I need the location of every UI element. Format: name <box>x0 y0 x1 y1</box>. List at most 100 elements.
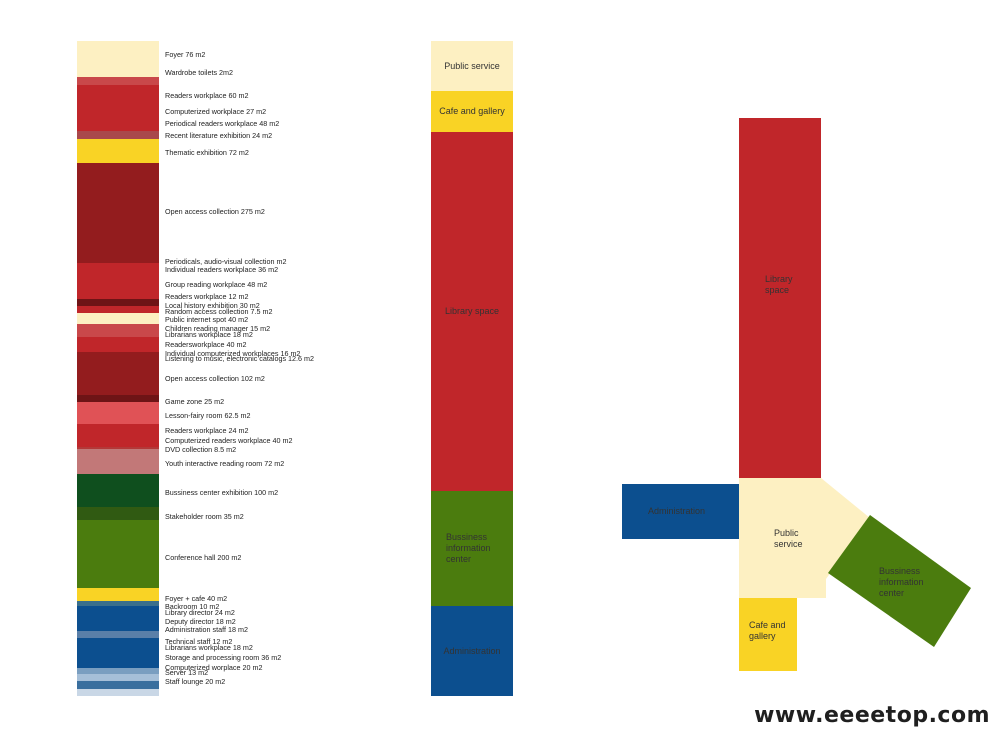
zone-administration: Administration <box>431 606 513 696</box>
stack-segment <box>77 337 159 347</box>
stack-segment <box>77 681 159 689</box>
stack-segment <box>77 674 159 681</box>
stack-segment <box>77 601 159 606</box>
stack-segment <box>77 588 159 601</box>
stack-segment-label: Individual computerized workplaces 16 m2 <box>165 349 301 358</box>
stack-segment <box>77 347 159 352</box>
stack-segment-label: Public internet spot 40 m2 <box>165 315 249 324</box>
zone-business-center: Bussiness information center <box>431 491 513 606</box>
stack-segment <box>77 449 159 474</box>
stack-segment <box>77 41 159 77</box>
stack-segment <box>77 139 159 163</box>
stack-segment-label: Youth interactive reading room 72 m2 <box>165 459 285 468</box>
stack-segment <box>77 263 159 299</box>
room-stack-column <box>77 41 159 696</box>
stack-segment-label: Local history exhibition 30 m2 <box>165 301 260 310</box>
stack-segment-label: Group reading workplace 48 m2 <box>165 280 268 289</box>
diagram-cafe-gallery-label: Cafe and gallery <box>749 620 786 641</box>
stack-segment-label: Readers workplace 60 m2 <box>165 91 249 100</box>
stack-segment <box>77 616 159 628</box>
stack-segment-label: Deputy director 18 m2 <box>165 617 236 626</box>
stack-segment-label: Staff lounge 20 m2 <box>165 677 226 686</box>
stack-segment-label: Lesson-fairy room 62.5 m2 <box>165 411 251 420</box>
diagram-public-service <box>739 478 870 598</box>
diagram-library-space <box>739 118 821 478</box>
room-stack-labels: Foyer 76 m2 Wardrobe toilets 2m2 Readers w… <box>165 41 365 696</box>
diagram-administration-label: Administration <box>648 506 706 516</box>
stack-segment <box>77 329 159 337</box>
diagram-public-service-label: Public service <box>774 528 803 549</box>
stack-segment <box>77 668 159 674</box>
stack-segment-label: Wardrobe toilets 2m2 <box>165 68 234 77</box>
stack-segment <box>77 313 159 324</box>
stack-segment-label: Readers workplace 12 m2 <box>165 292 249 301</box>
watermark: www.eeeetop.com <box>754 703 990 728</box>
stack-segment-label: Administration staff 18 m2 <box>165 625 248 634</box>
stack-segment-label: Computerized worplace 20 m2 <box>165 663 263 672</box>
zone-library-space-label: Library space <box>444 306 500 316</box>
stack-segment-label: DVD collection 8.5 m2 <box>165 445 237 454</box>
stack-segment <box>77 85 159 131</box>
stack-segment-label: Stakeholder room 35 m2 <box>165 512 244 521</box>
stack-segment <box>77 358 159 395</box>
stack-segment-label: Backroom 10 m2 <box>165 602 220 611</box>
stack-segment-label: Conference hall 200 m2 <box>165 553 242 562</box>
stack-segment <box>77 628 159 631</box>
stack-segment <box>77 395 159 402</box>
stack-segment-label: Periodical readers workplace 48 m2 <box>165 119 280 128</box>
diagram-administration <box>622 484 739 539</box>
stack-segment <box>77 77 159 85</box>
zone-business-center-label: Bussiness information center <box>446 532 491 564</box>
stack-segment-label: Listening to music, electronic catalogs … <box>165 354 315 363</box>
stack-segment <box>77 507 159 520</box>
diagram-cafe-gallery <box>739 598 797 671</box>
diagram-business-center <box>828 515 971 647</box>
stack-segment <box>77 520 159 588</box>
zone-library-space: Library space <box>431 132 513 491</box>
stack-segment <box>77 606 159 616</box>
zone-public-service-label: Public service <box>444 60 500 71</box>
zone-column: Public service Cafe and gallery Library … <box>431 41 513 696</box>
stack-segment <box>77 163 159 263</box>
stack-segment-label: Thematic exhibition 72 m2 <box>165 148 249 157</box>
stack-segment <box>77 638 159 661</box>
stack-segment <box>77 324 159 329</box>
stack-segment-label: Bussiness center exhibition 100 m2 <box>165 488 279 497</box>
stack-segment <box>77 439 159 447</box>
diagram-business-center-label: Bussiness information center <box>879 566 924 598</box>
diagram-library-space-label: Library space <box>765 274 793 295</box>
stack-segment-label: Storage and processing room 36 m2 <box>165 653 282 662</box>
stack-segment-label: Open access collection 102 m2 <box>165 374 265 383</box>
stack-segment-label: Server 13 m2 <box>165 668 209 677</box>
zone-administration-label: Administration <box>443 645 501 656</box>
stack-segment-label: Readers workplace 24 m2 <box>165 426 249 435</box>
stack-segment <box>77 306 159 313</box>
stack-segment-label: Technical staff 12 m2 <box>165 637 233 646</box>
stack-segment <box>77 402 159 424</box>
stack-segment <box>77 131 159 139</box>
stack-segment-label: Recent literature exhibition 24 m2 <box>165 131 273 140</box>
stack-segment-label: Library director 24 m2 <box>165 608 235 617</box>
stack-segment-label: Foyer + cafe 40 m2 <box>165 594 228 603</box>
stack-segment <box>77 447 159 449</box>
zone-cafe-gallery: Cafe and gallery <box>431 91 513 132</box>
stack-segment <box>77 352 159 358</box>
stack-segment-label: Computerized workplace 27 m2 <box>165 107 267 116</box>
stack-segment <box>77 474 159 507</box>
stack-segment-label: Periodicals, audio-visual collection m2 <box>165 257 287 266</box>
stack-segment-label: Individual readers workplace 36 m2 <box>165 265 279 274</box>
stack-segment <box>77 631 159 638</box>
stack-segment <box>77 299 159 306</box>
stack-segment-label: Foyer 76 m2 <box>165 50 206 59</box>
stack-segment-label: Computerized readers workplace 40 m2 <box>165 436 293 445</box>
zone-public-service: Public service <box>431 41 513 91</box>
zone-cafe-gallery-label: Cafe and gallery <box>439 106 505 116</box>
stack-segment-label: Game zone 25 m2 <box>165 397 225 406</box>
stack-segment <box>77 689 159 696</box>
stack-segment-label: Librarians workplace 18 m2 <box>165 330 253 339</box>
stack-segment-label: Open access collection 275 m2 <box>165 207 265 216</box>
stack-segment-label: Children reading manager 15 m2 <box>165 324 271 333</box>
stack-segment-label: Readersworkplace 40 m2 <box>165 340 247 349</box>
stack-segment-label: Random access collection 7.5 m2 <box>165 307 273 316</box>
